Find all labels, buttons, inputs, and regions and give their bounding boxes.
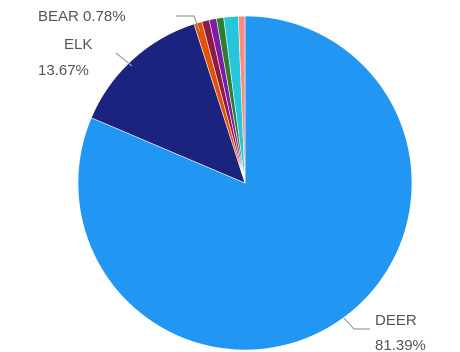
data-label-elk-line-2: 13.67% (38, 62, 89, 79)
data-label-deer-line-1: DEER (375, 312, 417, 329)
data-label-deer-line-2: 81.39% (375, 337, 426, 352)
data-label-elk: ELK 13.67% (38, 36, 97, 79)
leader-line-elk (115, 52, 133, 67)
data-label-bear-line-1: BEAR 0.78% (38, 8, 126, 25)
leader-line-deer (343, 317, 370, 330)
leader-line-bear (176, 15, 201, 33)
pie-slices (77, 15, 413, 351)
data-label-bear: BEAR 0.78% (38, 8, 126, 25)
leader-lines (115, 15, 370, 330)
data-label-deer: DEER 81.39% (375, 312, 426, 352)
pie-slice-unlabeled-7 (237, 15, 246, 184)
data-labels: BEAR 0.78% ELK 13.67% DEER 81.39% (38, 8, 426, 352)
data-label-elk-line-1: ELK (64, 36, 92, 53)
